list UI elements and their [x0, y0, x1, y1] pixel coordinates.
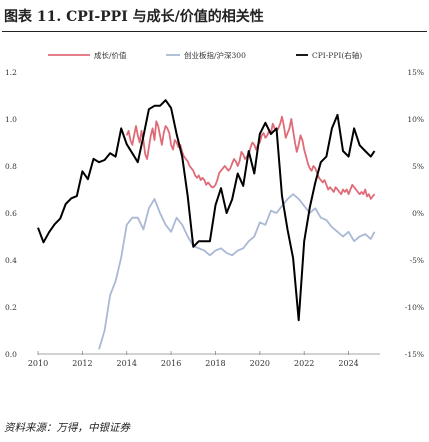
x-tick-label: 2024 — [338, 359, 358, 368]
y-right-tick-label: -5% — [410, 256, 424, 265]
y-right-tick-label: 10% — [407, 115, 424, 124]
line-chart: 0.0 0.2 0.4 0.6 0.8 1.0 1.2 15% 10% 5% 0% -5% -10% -1… — [5, 50, 424, 368]
y-right-tick-label: -15% — [405, 350, 424, 359]
y-left-tick-label: 0.2 — [5, 303, 17, 312]
legend-label-3: CPI-PPI(右轴) — [312, 50, 362, 60]
y-left-tick-label: 1.2 — [5, 68, 17, 77]
series-layer — [37, 99, 376, 350]
x-tick-label: 2022 — [294, 359, 314, 368]
axes-layer: 0.0 0.2 0.4 0.6 0.8 1.0 1.2 15% 10% 5% 0% -5% -10% -1… — [5, 68, 424, 368]
title-divider — [2, 31, 427, 32]
series-line-2 — [98, 193, 376, 350]
y-left-tick-label: 0.6 — [5, 209, 17, 218]
figure-title: 图表 11. CPI-PPI 与成长/价值的相关性 — [4, 9, 264, 25]
x-tick-label: 2012 — [72, 359, 92, 368]
series-line-1 — [125, 115, 376, 200]
y-right-tick-label: 15% — [407, 68, 424, 77]
y-right-tick-label: 0% — [412, 209, 424, 218]
y-left-tick-label: 0.0 — [5, 350, 17, 359]
x-tick-label: 2016 — [161, 359, 181, 368]
y-right-tick-label: -10% — [405, 303, 424, 312]
x-tick-label: 2010 — [28, 359, 48, 368]
y-left-tick-label: 1.0 — [5, 115, 17, 124]
x-tick-label: 2014 — [117, 359, 137, 368]
y-right-tick-label: 5% — [412, 162, 424, 171]
series-line-3 — [37, 99, 376, 322]
y-left-tick-label: 0.4 — [5, 256, 17, 265]
legend: 成长/价值 创业板指/沪深300 CPI-PPI(右轴) — [48, 50, 362, 60]
x-tick-label: 2018 — [205, 359, 225, 368]
source-note: 资料来源：万得，中银证券 — [4, 422, 130, 434]
legend-label-1: 成长/价值 — [94, 50, 127, 60]
x-tick-label: 2020 — [250, 359, 270, 368]
legend-label-2: 创业板指/沪深300 — [184, 50, 246, 60]
y-left-tick-label: 0.8 — [5, 162, 17, 171]
